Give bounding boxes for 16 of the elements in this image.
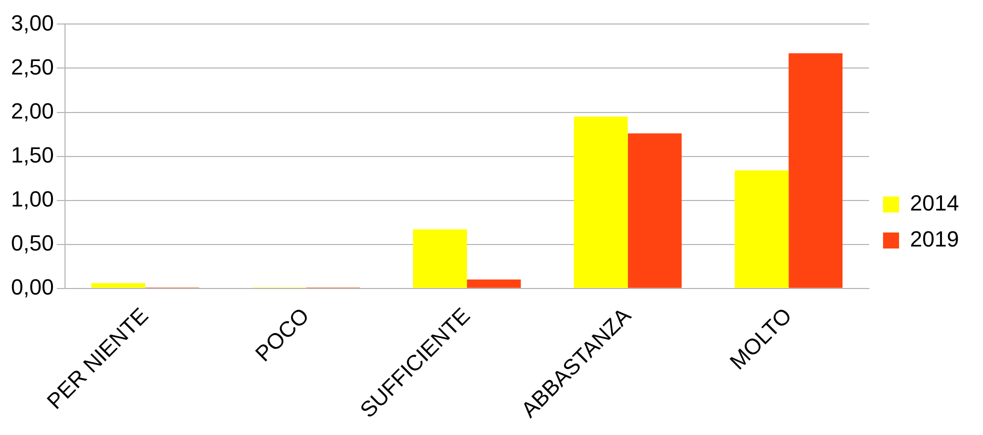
y-tick-label: 1,50	[10, 142, 54, 168]
bar	[788, 53, 843, 288]
y-tick-label: 1,00	[10, 186, 54, 212]
y-tick-label: 3,00	[10, 10, 54, 36]
bar	[413, 229, 467, 288]
bar	[628, 133, 682, 288]
legend-label: 2019	[910, 226, 960, 252]
bar	[734, 170, 789, 288]
y-tick-label: 0,00	[10, 274, 54, 300]
bar	[466, 280, 521, 288]
legend-label: 2014	[910, 190, 960, 216]
y-tick-label: 2,00	[10, 98, 54, 124]
y-tick-label: 2,50	[10, 54, 54, 80]
y-tick-label: 0,50	[10, 230, 54, 256]
bar	[91, 283, 146, 288]
bar	[574, 116, 628, 288]
